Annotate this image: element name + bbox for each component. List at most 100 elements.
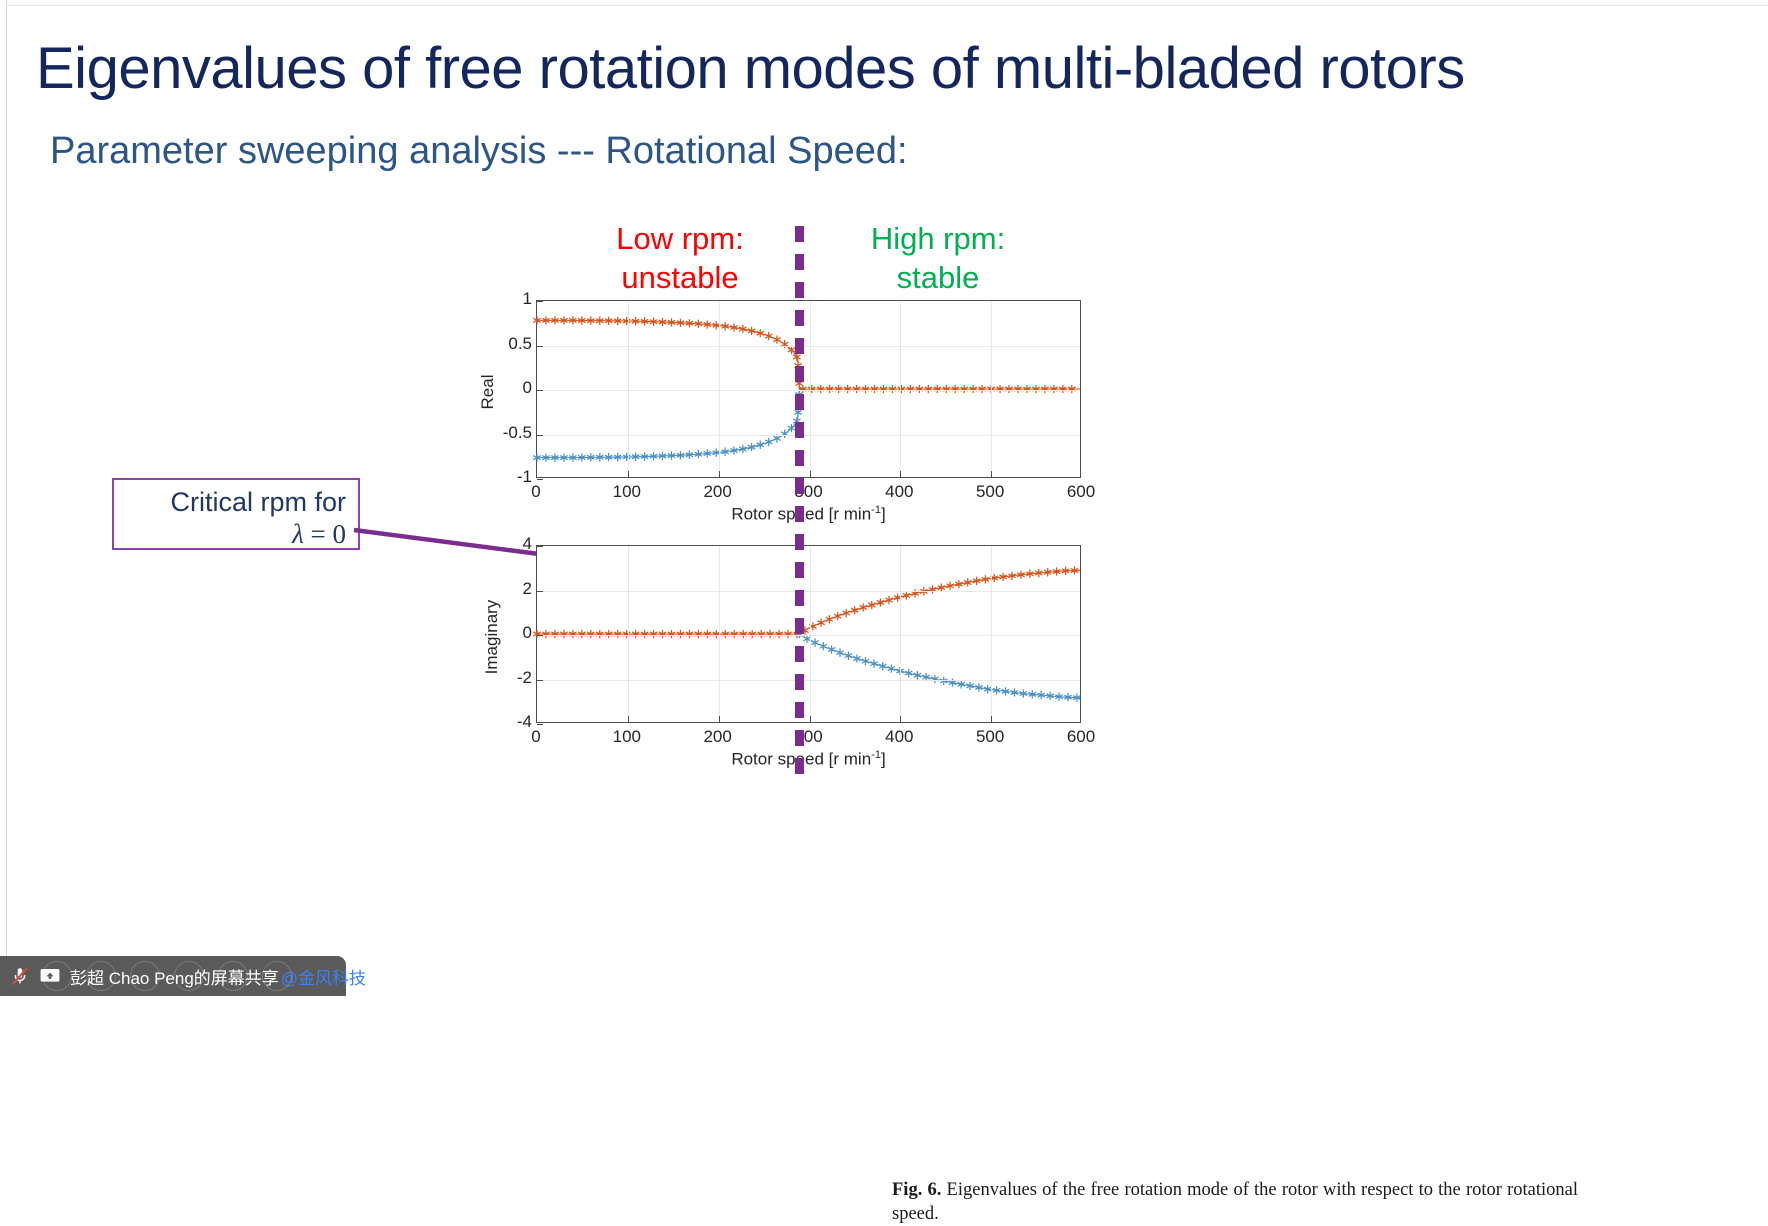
gridline-vertical [627,546,629,722]
x-tick-label: 0 [531,482,541,501]
x-tickmark [991,471,993,477]
critical-rpm-callout: Critical rpm for λ = 0 [112,478,360,550]
x-tick-label: 100 [612,727,642,746]
gridline-vertical [809,546,811,722]
chart-real-yticks: 1 0.5 0 -0.5 -1 [480,289,532,486]
y-tick-label: -2 [516,667,532,687]
y-tick-label: 0 [522,378,532,397]
x-tickmark [718,471,720,477]
chart-imaginary-yticks: 4 2 0 -2 -4 [480,534,532,731]
xlabel-exponent: -1 [871,504,881,516]
screen-share-taskbar[interactable]: 彭超 Chao Peng的屏幕共享 @金风科技 [0,956,366,996]
series-line [537,569,1081,635]
gridline-vertical [809,301,811,477]
series-markers [533,566,1079,639]
y-tickmark [537,301,543,302]
gridline-horizontal [537,345,1080,347]
share-handle-text: @金风科技 [280,968,367,988]
share-status-text: 彭超 Chao Peng的屏幕共享 [70,968,279,988]
chart-imaginary: Imaginary 4 2 0 -2 -4 0 100 200 300 400 500 600 Ro… [440,534,1140,769]
y-tick-label: -1 [516,467,532,486]
y-tickmark [537,679,543,681]
x-tick-label: 400 [885,727,914,746]
x-tick-label: 200 [703,727,732,746]
slide-left-edge [0,0,7,996]
figure-number: Fig. 6. [892,1180,942,1200]
y-tickmark [537,724,543,725]
page-title: Eigenvalues of free rotation modes of mu… [36,36,1465,101]
x-tick-label: 400 [885,482,914,501]
x-tickmark [991,716,993,722]
gridline-horizontal [537,679,1080,681]
y-tickmark [537,590,543,592]
series-line [799,633,1081,699]
x-tickmark [627,716,629,722]
series-markers [533,316,1076,394]
lambda-value: = 0 [303,519,346,549]
x-tick-label: 200 [703,482,732,501]
gridline-vertical [718,301,720,477]
chart-imaginary-xticks: 0 100 200 300 400 500 600 [531,727,1095,749]
chart-real-plot-area [533,300,1081,480]
y-tickmark [537,546,543,547]
figure-caption: Fig. 6. Eigenvalues of the free rotation… [892,1178,1578,1226]
chart-imaginary-xlabel: Rotor speed [r min-1] [731,749,886,769]
microphone-muted-icon[interactable] [6,962,34,990]
figure-container: Real 1 0.5 0 -0.5 -1 0 100 200 300 400 500 600 Rot… [440,289,1578,1224]
y-tick-label: 4 [522,534,532,553]
critical-rpm-dashed-line [795,226,804,786]
y-tick-label: 1 [522,289,532,308]
gridline-vertical [900,301,902,477]
x-tickmark [809,471,811,477]
slide-top-edge [0,0,1768,6]
figure-caption-text: Eigenvalues of the free rotation mode of… [892,1180,1578,1224]
high-rpm-annotation: High rpm: stable [870,221,1006,295]
x-tickmark [627,471,629,477]
gridline-horizontal [537,390,1080,391]
chart-real-xticks: 0 100 200 300 400 500 600 [531,482,1095,504]
chart-real: Real 1 0.5 0 -0.5 -1 0 100 200 300 400 500 600 Rot… [440,289,1140,524]
gridline-vertical [991,301,993,477]
low-rpm-annotation: Low rpm: unstable [616,221,744,295]
y-tickmark [537,479,543,480]
xlabel-exponent: -1 [871,749,881,761]
gridline-horizontal [537,635,1080,636]
chart-real-series-layer [533,316,1080,462]
lambda-symbol: λ [292,519,304,549]
y-tickmark [537,345,543,347]
x-tick-label: 0 [531,727,541,746]
gridline-vertical [627,301,629,477]
series-markers [533,390,804,462]
gridline-horizontal [537,434,1080,436]
x-tickmark [900,471,902,477]
gridline-vertical [991,546,993,722]
y-tick-label: -4 [516,712,532,731]
x-tickmark [809,716,811,722]
x-tick-label: 500 [975,482,1005,501]
x-tickmark [718,716,720,722]
chart-imaginary-series-layer [533,566,1081,702]
x-tick-label: 600 [1066,482,1096,501]
series-markers [795,629,1081,702]
x-tickmark [900,716,902,722]
callout-line-1: Critical rpm for [170,487,346,517]
page-subtitle: Parameter sweeping analysis --- Rotation… [50,130,908,172]
x-tick-label: 100 [612,482,642,501]
y-tick-label: 0 [522,623,532,642]
x-tick-label: 500 [975,727,1005,746]
y-tickmark [537,635,543,636]
chart-imaginary-plot-area [533,545,1081,725]
x-tick-label: 600 [1066,727,1096,746]
y-tickmark [537,434,543,436]
y-tick-label: 2 [522,578,532,598]
callout-line-2: λ = 0 [124,518,346,551]
chart-real-xlabel: Rotor speed [r min-1] [731,504,886,524]
y-tick-label: -0.5 [502,422,532,442]
y-tickmark [537,390,543,391]
gridline-vertical [900,546,902,722]
gridline-horizontal [537,590,1080,592]
series-line [537,319,1080,390]
y-tick-label: 0.5 [508,333,532,353]
screen-share-icon[interactable] [36,962,64,990]
